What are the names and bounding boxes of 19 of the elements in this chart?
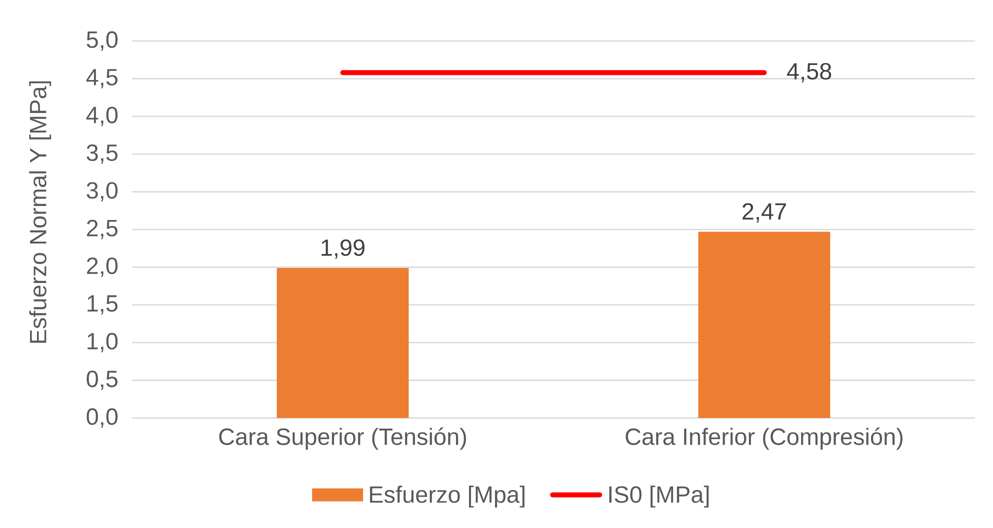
y-tick-label: 4,0 <box>86 106 118 126</box>
y-tick-label: 4,5 <box>86 69 118 88</box>
x-tick-label: Cara Inferior (Compresión) <box>626 428 902 450</box>
y-tick-label: 3,5 <box>86 144 118 164</box>
y-tick-label: 2,0 <box>86 257 118 277</box>
y-tick-label: 0,5 <box>86 370 118 390</box>
data-label: 1,99 <box>322 239 364 259</box>
x-tick-label: Cara Superior (Tensión) <box>219 428 466 450</box>
y-tick-label: 5,0 <box>86 31 118 51</box>
data-label: 2,47 <box>742 203 786 223</box>
y-tick-label: 1,5 <box>88 295 118 314</box>
legend-label: IS0 [MPa] <box>609 486 709 508</box>
y-tick-label: 0,0 <box>86 408 118 428</box>
y-axis-title: Esfuerzo Normal Y [MPa] <box>29 81 52 343</box>
y-tick-label: 2,5 <box>86 220 118 240</box>
y-tick-label: 3,0 <box>86 182 118 202</box>
legend-label: Esfuerzo [Mpa] <box>370 486 524 508</box>
data-label: 4,58 <box>786 62 832 82</box>
y-tick-label: 1,0 <box>88 332 118 352</box>
